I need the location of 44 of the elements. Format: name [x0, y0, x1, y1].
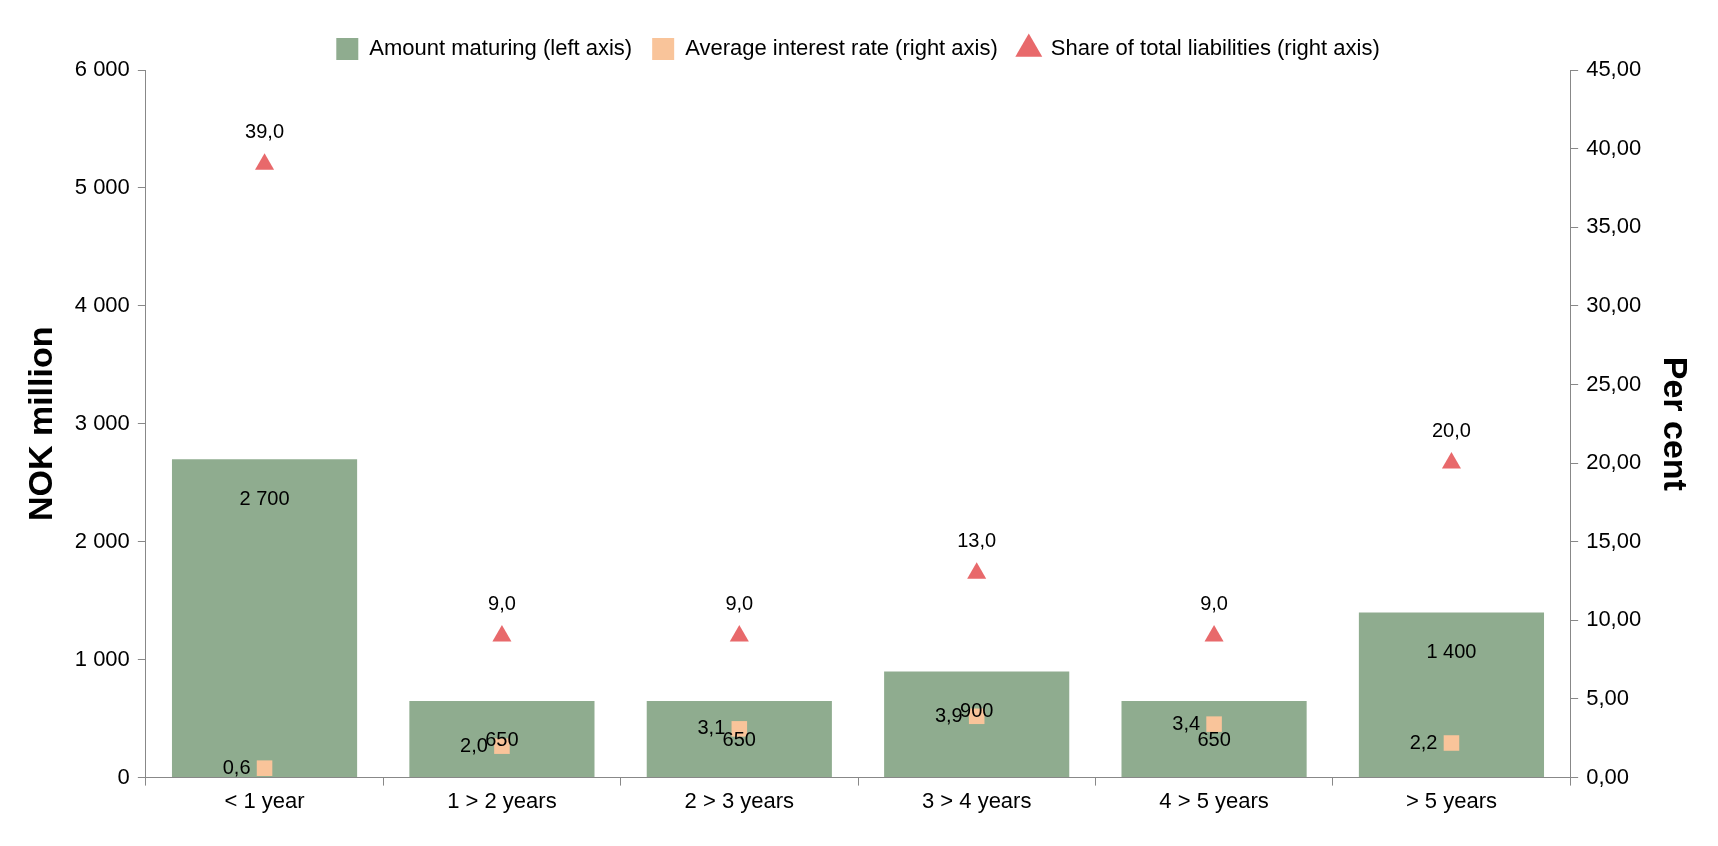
y-tick-label: 6 000 — [74, 56, 130, 82]
y2-tick-label: 25,00 — [1586, 370, 1642, 396]
y-tick-label: 5 000 — [74, 174, 130, 199]
legend-label: Average interest rate (right axis) — [685, 35, 998, 61]
y2-tick-label: 5,00 — [1586, 685, 1629, 711]
x-tick-label: 4 > 5 years — [1159, 787, 1269, 813]
y2-tick-label: 45,00 — [1586, 56, 1642, 82]
y2-tick-label: 40,00 — [1586, 134, 1642, 160]
bar — [1121, 700, 1307, 778]
data-label: 9,0 — [488, 591, 516, 614]
x-tick-label: 3 > 4 years — [921, 787, 1032, 813]
y-tick-label: 0 — [117, 763, 130, 789]
x-tick-label: < 1 year — [224, 787, 305, 813]
data-label: 2,2 — [1409, 730, 1438, 753]
data-label: 20,0 — [1431, 418, 1471, 441]
y2-tick-label: 10,00 — [1586, 606, 1642, 632]
x-tick-label: > 5 years — [1405, 787, 1498, 813]
y-tick-label: 3 000 — [74, 409, 130, 435]
x-tick-label: 1 > 2 years — [447, 787, 557, 813]
bar — [646, 700, 832, 778]
data-label: 2 700 — [239, 486, 290, 509]
x-tick-label: 2 > 3 years — [684, 787, 795, 813]
y2-tick-label: 30,00 — [1586, 291, 1642, 317]
data-label: 9,0 — [725, 591, 754, 614]
bar — [884, 671, 1070, 778]
legend-label: Amount maturing (left axis) — [369, 35, 633, 61]
y-tick-label: 1 000 — [74, 645, 130, 671]
y2-tick-label: 0,00 — [1586, 763, 1629, 789]
legend-label: Share of total liabilities (right axis) — [1050, 35, 1380, 61]
data-label: 9,0 — [1200, 591, 1228, 614]
bar — [1358, 612, 1545, 778]
data-label: 1 400 — [1426, 640, 1477, 663]
bar — [171, 459, 358, 778]
y2-tick-label: 35,00 — [1586, 213, 1642, 239]
y2-tick-label: 15,00 — [1586, 527, 1642, 553]
y2-tick-label: 20,00 — [1586, 449, 1642, 475]
data-label: 13,0 — [957, 528, 997, 551]
y-tick-label: 2 000 — [74, 527, 130, 553]
bar — [409, 700, 595, 778]
data-label: 0,6 — [222, 755, 251, 778]
y2-axis-title: Per cent — [1657, 356, 1696, 491]
y-axis-title: NOK million — [20, 326, 59, 522]
y-tick-label: 4 000 — [74, 291, 130, 317]
data-label: 39,0 — [245, 119, 285, 142]
